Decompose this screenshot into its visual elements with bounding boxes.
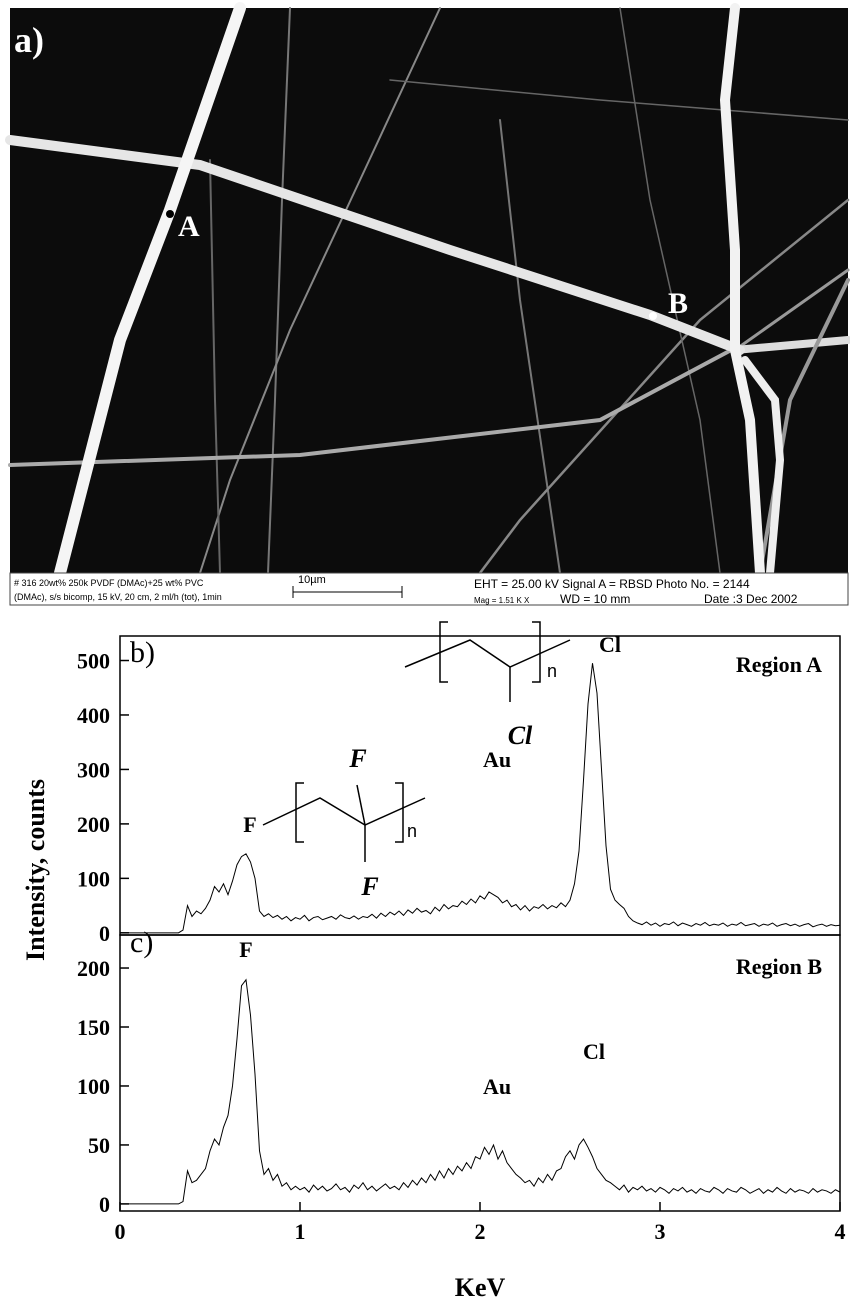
- structure-bond: [356, 784, 366, 826]
- info-text: # 316 20wt% 250k PVDF (DMAc)+25 wt% PVC: [14, 578, 204, 588]
- x-tick-label: 1: [295, 1219, 306, 1244]
- info-text: (DMAc), s/s bicomp, 15 kV, 20 cm, 2 ml/h…: [14, 592, 222, 602]
- fibers: [5, 2, 850, 579]
- x-axis-label: KeV: [455, 1273, 506, 1302]
- point-marker: [649, 312, 657, 320]
- info-text: Date :3 Dec 2002: [704, 592, 798, 606]
- y-tick-label: 150: [77, 1015, 110, 1040]
- peak-label: Au: [483, 1074, 511, 1099]
- plot-frame: [119, 934, 841, 1212]
- sem-image: a) A B # 316 20wt% 250k PVDF (DMAc)+25 w…: [5, 2, 850, 606]
- point-marker: [166, 210, 174, 218]
- region-label: Region B: [736, 954, 823, 979]
- y-tick-label: 0: [99, 921, 110, 946]
- spectrum-line: [120, 978, 841, 1205]
- x-tick-label: 2: [475, 1219, 486, 1244]
- panel-label: a): [14, 20, 44, 60]
- info-text: WD = 10 mm: [560, 592, 630, 606]
- x-tick-label: 0: [115, 1219, 126, 1244]
- y-tick-label: 0: [99, 1192, 110, 1217]
- structure-repeat: n: [547, 661, 557, 681]
- peak-label: Au: [483, 747, 511, 772]
- panel-label: b): [130, 636, 155, 669]
- x-tick-label: 4: [835, 1219, 846, 1244]
- y-tick-label: 300: [77, 757, 110, 782]
- x-tick-label: 3: [655, 1219, 666, 1244]
- peak-label: F: [243, 812, 256, 837]
- y-tick-label: 200: [77, 812, 110, 837]
- point-label: B: [668, 287, 688, 320]
- peak-label: Cl: [599, 632, 621, 657]
- info-text: EHT = 25.00 kV Signal A = RBSD Photo No.…: [474, 577, 750, 591]
- structure-bracket: [439, 621, 541, 683]
- y-tick-label: 100: [77, 866, 110, 891]
- structure-substituent: F: [348, 744, 366, 773]
- structure-substituent: F: [360, 872, 378, 901]
- y-tick-label: 400: [77, 703, 110, 728]
- y-axis-label: Intensity, counts: [21, 779, 50, 961]
- scale-label: 10µm: [298, 574, 326, 586]
- y-tick-label: 50: [88, 1133, 110, 1158]
- y-tick-label: 500: [77, 649, 110, 674]
- plot-frame: [119, 635, 841, 936]
- structure-backbone: [262, 797, 426, 826]
- structure-repeat: n: [407, 821, 417, 841]
- point-label: A: [178, 210, 200, 243]
- info-bar: [9, 572, 849, 606]
- structure-bracket: [295, 782, 404, 843]
- scale-bar: [292, 586, 403, 598]
- y-tick-label: 200: [77, 956, 110, 981]
- info-text: Mag = 1.51 K X: [474, 596, 530, 605]
- panel-label: c): [130, 926, 153, 959]
- region-label: Region A: [736, 652, 822, 677]
- peak-label: F: [239, 937, 252, 962]
- structure-backbone: [404, 639, 571, 668]
- peak-label: Cl: [583, 1039, 605, 1064]
- y-tick-label: 100: [77, 1074, 110, 1099]
- spectrum-line: [120, 663, 841, 934]
- structure-substituent: Cl: [508, 721, 533, 750]
